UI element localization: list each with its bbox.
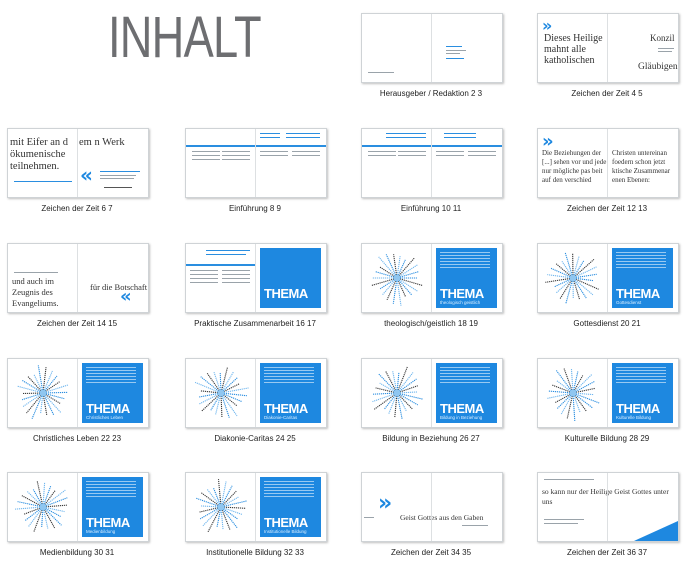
starburst-graphic: [194, 366, 249, 418]
spread-cell[interactable]: THEMA Christliches Leben Christliches Le…: [7, 358, 149, 443]
spread-label: Praktische Zusammenarbeit 16 17: [194, 319, 316, 328]
spread-thumbnail[interactable]: THEMA: [185, 243, 327, 313]
spread-cell[interactable]: THEMA Diakonie-Caritas Diakonie-Caritas …: [185, 358, 327, 443]
spread-cell[interactable]: » Dieses Heilige mahnt alle katholischen…: [537, 13, 679, 98]
spread-cell[interactable]: Einführung 8 9: [185, 128, 327, 213]
spread-thumbnail[interactable]: THEMA Gottesdienst: [537, 243, 679, 313]
spread-label: Diakonie-Caritas 24 25: [214, 434, 296, 443]
spread-cell[interactable]: THEMA theologisch geistlich theologisch/…: [361, 243, 503, 328]
spread-thumbnail[interactable]: » Dieses Heilige mahnt alle katholischen…: [537, 13, 679, 83]
thema-box: THEMA Institutionelle Bildung: [260, 477, 321, 537]
thema-box: THEMA Bildung in Beziehung: [436, 363, 497, 423]
spread-cell[interactable]: THEMA Gottesdienst Gottesdienst 20 21: [537, 243, 679, 328]
spread-cell[interactable]: THEMA Praktische Zusammenarbeit 16 17: [185, 243, 327, 328]
spread-label: Zeichen der Zeit 12 13: [566, 204, 648, 213]
spread-cell[interactable]: so kann nur der Heilige Geist Gottes unt…: [537, 472, 679, 557]
spread-thumbnail[interactable]: THEMA Kulturelle Bildung: [537, 358, 679, 428]
page-title: INHALT: [108, 5, 262, 70]
spread-label: Christliches Leben 22 23: [32, 434, 122, 443]
spread-thumbnail[interactable]: [361, 128, 503, 198]
spread-label: Kulturelle Bildung 28 29: [564, 434, 650, 443]
spread-thumbnail[interactable]: THEMA Institutionelle Bildung: [185, 472, 327, 542]
spread-cell[interactable]: THEMA Medienbildung Medienbildung 30 31: [7, 472, 149, 557]
spread-thumbnail[interactable]: THEMA Christliches Leben: [7, 358, 149, 428]
spread-thumbnail[interactable]: THEMA theologisch geistlich: [361, 243, 503, 313]
spread-label: Bildung in Beziehung 26 27: [382, 434, 480, 443]
starburst-graphic: [545, 252, 599, 305]
spread-label: Gottesdienst 20 21: [573, 319, 641, 328]
starburst-graphic: [16, 365, 69, 419]
spread-label: Herausgeber / Redaktion 2 3: [379, 89, 483, 98]
thema-box: THEMA Gottesdienst: [612, 248, 673, 308]
spread-thumbnail[interactable]: » Die Beziehungen der [...] sehen vor un…: [537, 128, 679, 198]
starburst-graphic: [372, 366, 424, 420]
thema-box: THEMA theologisch geistlich: [436, 248, 497, 308]
spread-label: Einführung 10 11: [400, 204, 462, 213]
thema-box: THEMA Christliches Leben: [82, 363, 143, 423]
thema-box: THEMA Kulturelle Bildung: [612, 363, 673, 423]
spread-cell[interactable]: und auch im Zeugnis des Evangeliums. für…: [7, 243, 149, 328]
spread-cell[interactable]: THEMA Institutionelle Bildung Institutio…: [185, 472, 327, 557]
thema-box: THEMA Medienbildung: [82, 477, 143, 537]
spread-thumbnail[interactable]: mit Eifer an d ökumenische teilnehmen. e…: [7, 128, 149, 198]
spread-thumbnail[interactable]: THEMA Bildung in Beziehung: [361, 358, 503, 428]
spread-label: Zeichen der Zeit 34 35: [390, 548, 472, 557]
spread-thumbnail[interactable]: [361, 13, 503, 83]
spread-thumbnail[interactable]: THEMA Medienbildung: [7, 472, 149, 542]
starburst-graphic: [195, 479, 248, 533]
spread-label: Einführung 8 9: [228, 204, 282, 213]
spread-cell[interactable]: THEMA Bildung in Beziehung Bildung in Be…: [361, 358, 503, 443]
spread-label: theologisch/geistlich 18 19: [384, 319, 478, 328]
spread-label: Zeichen der Zeit 4 5: [571, 89, 643, 98]
starburst-graphic: [15, 480, 68, 533]
spread-thumbnail[interactable]: und auch im Zeugnis des Evangeliums. für…: [7, 243, 149, 313]
spread-cell[interactable]: mit Eifer an d ökumenische teilnehmen. e…: [7, 128, 149, 213]
spread-label: Zeichen der Zeit 6 7: [41, 204, 113, 213]
spread-label: Medienbildung 30 31: [39, 548, 115, 557]
thema-box: THEMA: [260, 248, 321, 308]
spread-thumbnail[interactable]: so kann nur der Heilige Geist Gottes unt…: [537, 472, 679, 542]
spread-label: Zeichen der Zeit 36 37: [566, 548, 648, 557]
corner-graphic: [634, 521, 678, 541]
spread-cell[interactable]: THEMA Kulturelle Bildung Kulturelle Bild…: [537, 358, 679, 443]
spread-cell[interactable]: Herausgeber / Redaktion 2 3: [361, 13, 503, 98]
spread-cell[interactable]: Einführung 10 11: [361, 128, 503, 213]
spread-label: Institutionelle Bildung 32 33: [206, 548, 304, 557]
starburst-graphic: [546, 368, 600, 421]
spread-thumbnail[interactable]: » Geist Gottes aus den Gaben: [361, 472, 503, 542]
spread-label: Zeichen der Zeit 14 15: [36, 319, 118, 328]
spread-thumbnail[interactable]: THEMA Diakonie-Caritas: [185, 358, 327, 428]
spread-cell[interactable]: » Die Beziehungen der [...] sehen vor un…: [537, 128, 679, 213]
starburst-graphic: [370, 254, 424, 306]
thema-box: THEMA Diakonie-Caritas: [260, 363, 321, 423]
spread-thumbnail[interactable]: [185, 128, 327, 198]
spread-cell[interactable]: » Geist Gottes aus den Gaben Zeichen der…: [361, 472, 503, 557]
